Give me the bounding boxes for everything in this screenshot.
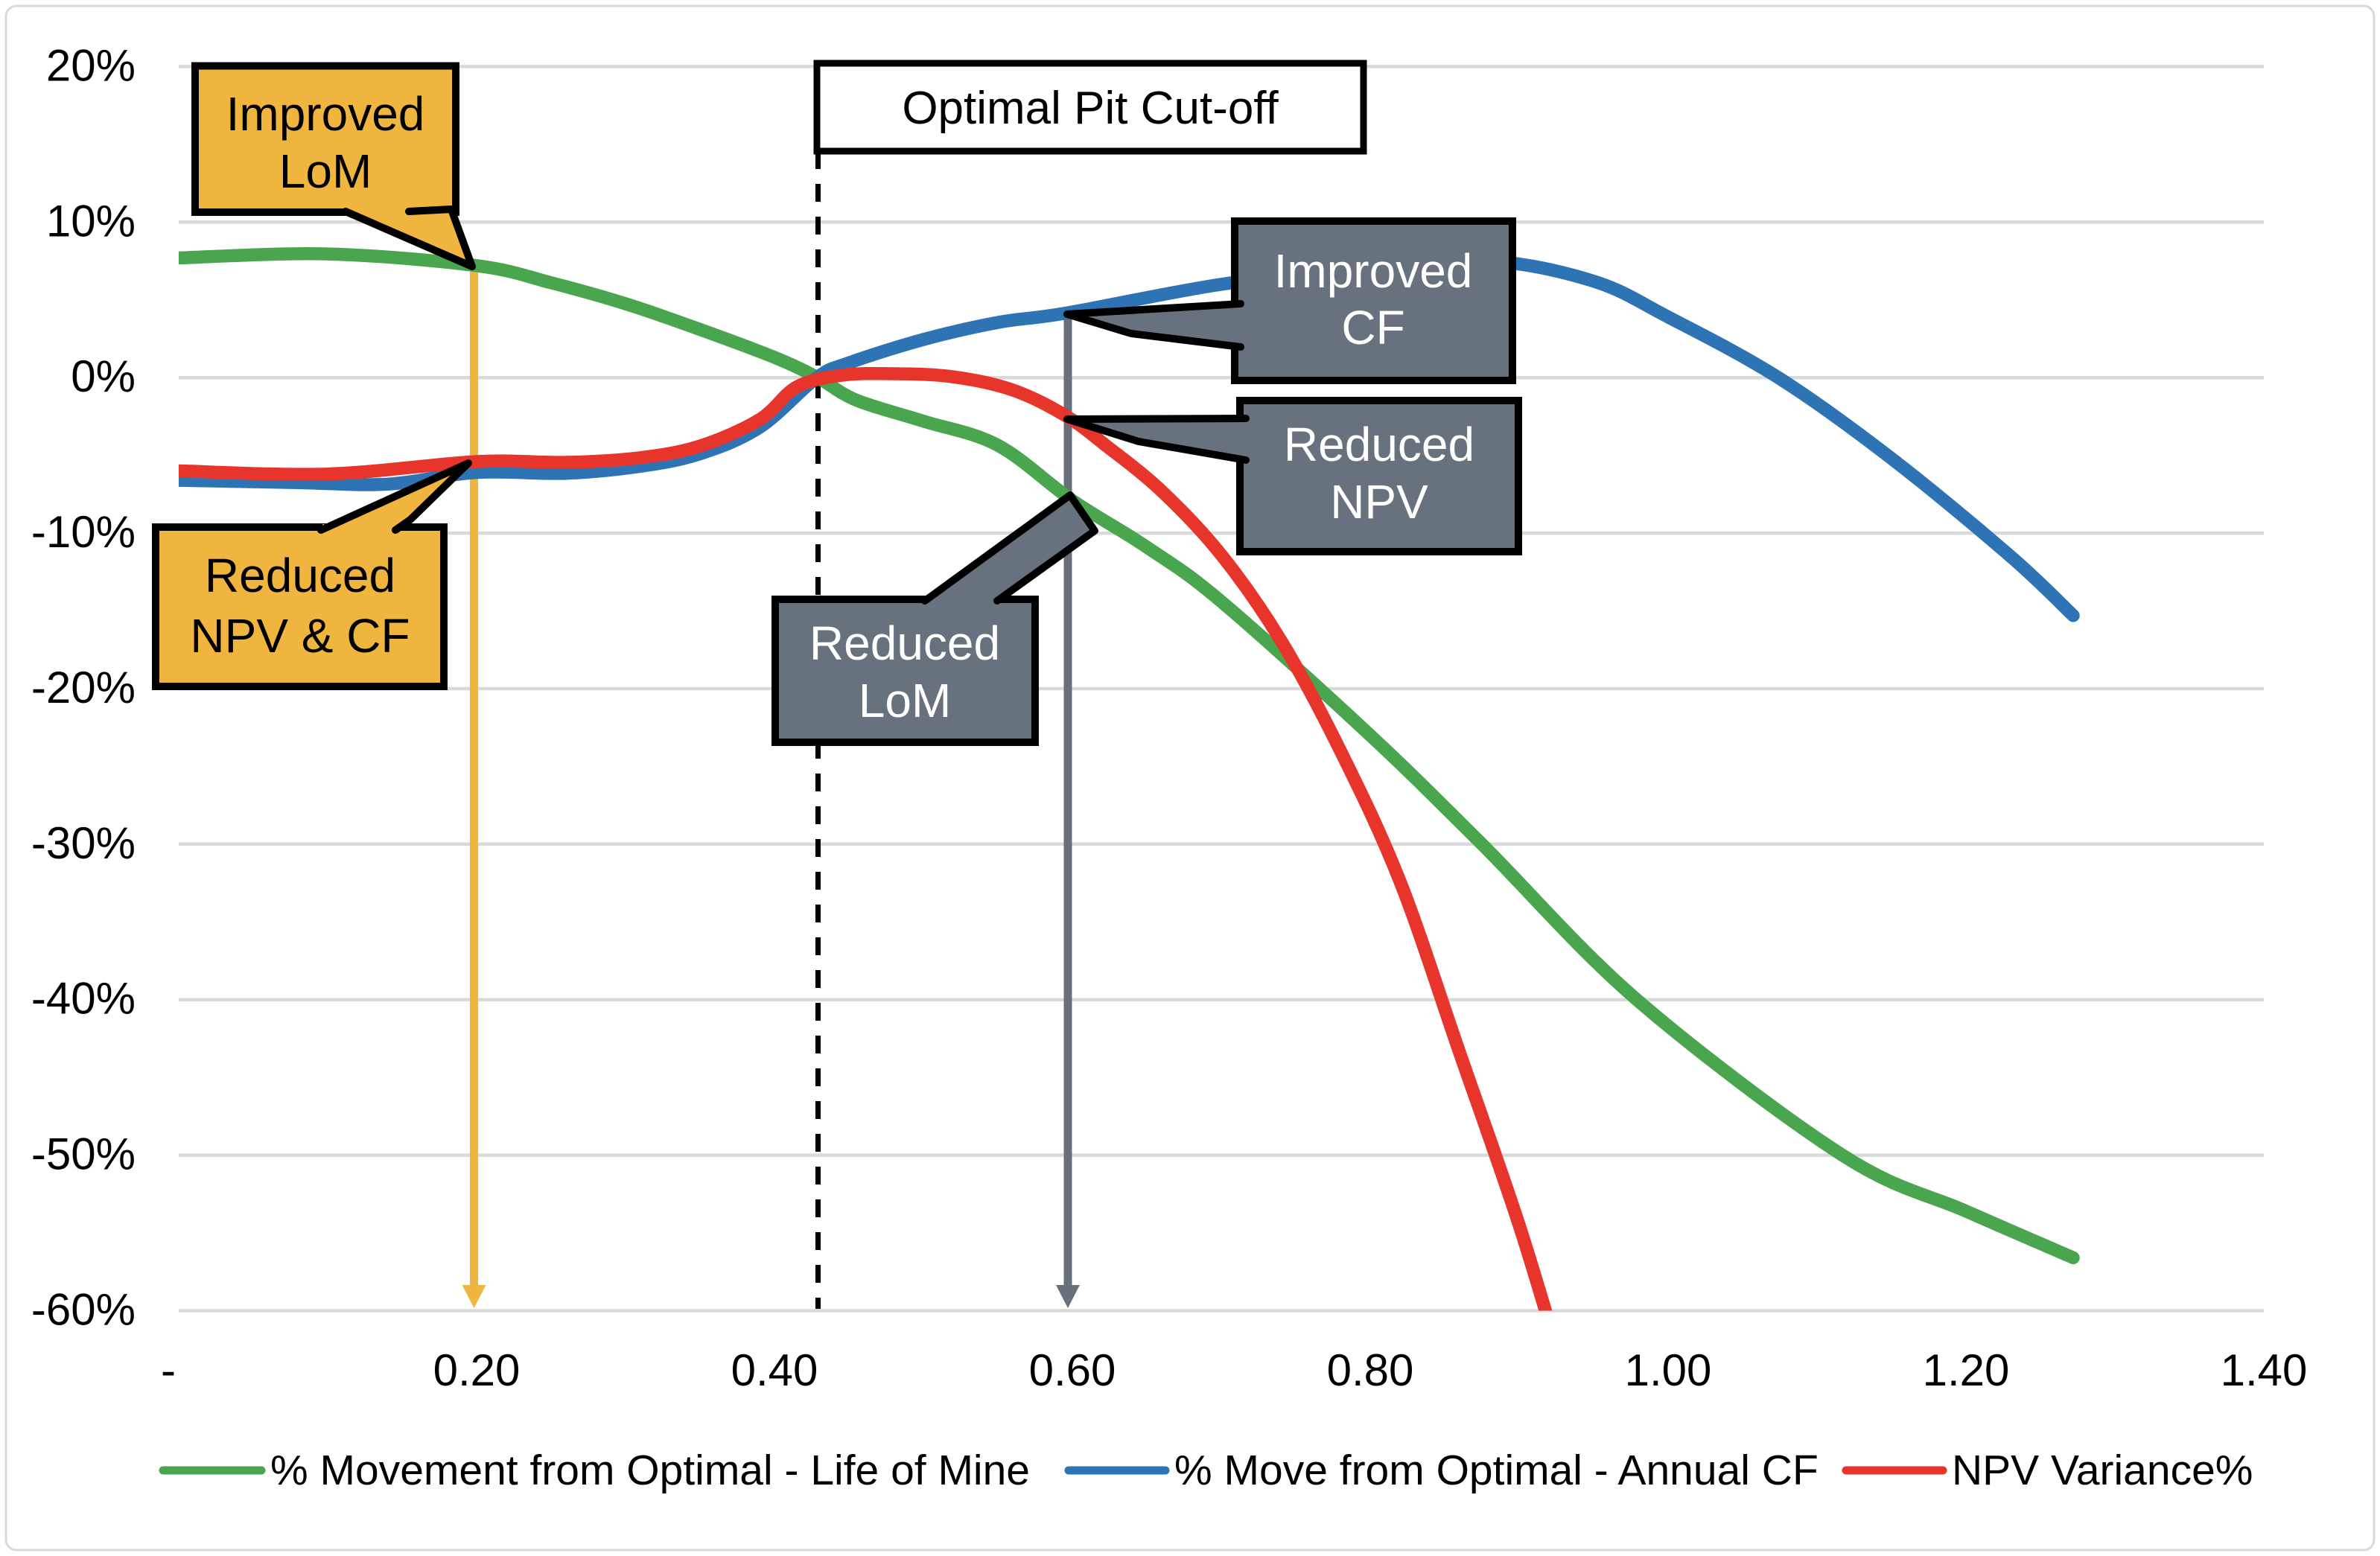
svg-text:-40%: -40%: [31, 974, 136, 1024]
svg-text:0.40: 0.40: [731, 1345, 818, 1395]
svg-text:-: -: [161, 1345, 176, 1395]
svg-text:NPV & CF: NPV & CF: [190, 609, 410, 663]
svg-text:NPV: NPV: [1330, 475, 1428, 529]
svg-text:1.00: 1.00: [1625, 1345, 1712, 1395]
svg-text:0%: 0%: [71, 351, 136, 401]
svg-text:Improved: Improved: [226, 87, 425, 141]
svg-text:1.20: 1.20: [1923, 1345, 2010, 1395]
svg-text:-30%: -30%: [31, 818, 136, 868]
svg-text:Reduced: Reduced: [809, 616, 1000, 670]
svg-text:-60%: -60%: [31, 1285, 136, 1335]
svg-text:% Move from Optimal - Annual C: % Move from Optimal - Annual CF: [1174, 1447, 1819, 1494]
svg-text:-10%: -10%: [31, 507, 136, 557]
svg-text:NPV Variance%: NPV Variance%: [1952, 1447, 2253, 1494]
svg-text:Optimal Pit Cut-off: Optimal Pit Cut-off: [902, 83, 1279, 134]
svg-text:Reduced: Reduced: [205, 549, 395, 602]
svg-text:LoM: LoM: [279, 144, 372, 198]
svg-text:20%: 20%: [46, 40, 136, 90]
svg-text:0.60: 0.60: [1029, 1345, 1116, 1395]
svg-text:Improved: Improved: [1274, 244, 1473, 298]
svg-text:% Movement from Optimal - Life: % Movement from Optimal - Life of Mine: [270, 1447, 1030, 1494]
svg-text:0.20: 0.20: [433, 1345, 521, 1395]
svg-text:-20%: -20%: [31, 663, 136, 712]
svg-text:10%: 10%: [46, 196, 136, 246]
svg-text:1.40: 1.40: [2221, 1345, 2308, 1395]
svg-text:Reduced: Reduced: [1284, 418, 1474, 471]
svg-text:0.80: 0.80: [1327, 1345, 1414, 1395]
svg-text:LoM: LoM: [859, 674, 952, 727]
svg-text:CF: CF: [1341, 301, 1404, 354]
svg-text:-50%: -50%: [31, 1129, 136, 1179]
